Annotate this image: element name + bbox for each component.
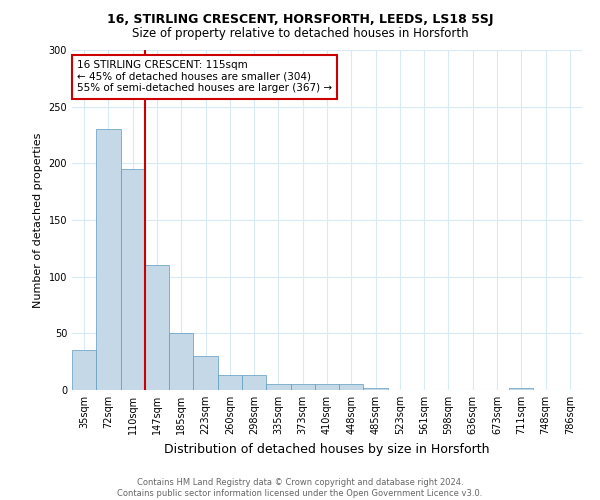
- Bar: [290, 384, 315, 390]
- Bar: [72, 350, 96, 390]
- Bar: [266, 384, 290, 390]
- Bar: [315, 384, 339, 390]
- Bar: [509, 388, 533, 390]
- Text: 16 STIRLING CRESCENT: 115sqm
← 45% of detached houses are smaller (304)
55% of s: 16 STIRLING CRESCENT: 115sqm ← 45% of de…: [77, 60, 332, 94]
- Bar: [121, 169, 145, 390]
- X-axis label: Distribution of detached houses by size in Horsforth: Distribution of detached houses by size …: [164, 442, 490, 456]
- Bar: [218, 376, 242, 390]
- Text: 16, STIRLING CRESCENT, HORSFORTH, LEEDS, LS18 5SJ: 16, STIRLING CRESCENT, HORSFORTH, LEEDS,…: [107, 12, 493, 26]
- Bar: [145, 266, 169, 390]
- Y-axis label: Number of detached properties: Number of detached properties: [33, 132, 43, 308]
- Text: Size of property relative to detached houses in Horsforth: Size of property relative to detached ho…: [131, 28, 469, 40]
- Bar: [242, 376, 266, 390]
- Bar: [193, 356, 218, 390]
- Bar: [96, 130, 121, 390]
- Text: Contains HM Land Registry data © Crown copyright and database right 2024.
Contai: Contains HM Land Registry data © Crown c…: [118, 478, 482, 498]
- Bar: [364, 388, 388, 390]
- Bar: [339, 384, 364, 390]
- Bar: [169, 334, 193, 390]
